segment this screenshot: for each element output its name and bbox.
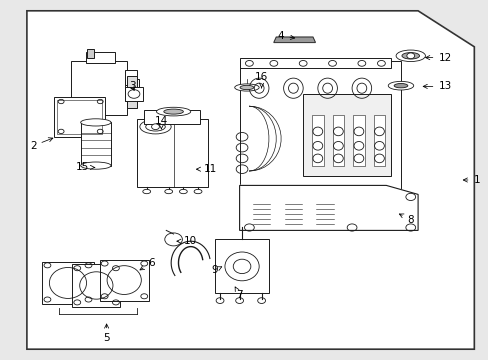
Text: 4: 4 bbox=[277, 31, 294, 41]
Text: 5: 5 bbox=[103, 324, 110, 343]
Ellipse shape bbox=[179, 189, 187, 194]
Polygon shape bbox=[239, 185, 417, 230]
Ellipse shape bbox=[240, 85, 253, 90]
Bar bbox=[54, 97, 105, 137]
Bar bbox=[41, 262, 94, 304]
Text: 16: 16 bbox=[254, 72, 268, 88]
Ellipse shape bbox=[164, 189, 172, 194]
Polygon shape bbox=[273, 37, 315, 42]
Ellipse shape bbox=[81, 119, 111, 126]
Bar bbox=[332, 115, 344, 166]
Text: 2: 2 bbox=[30, 138, 53, 151]
Text: 1: 1 bbox=[462, 175, 479, 185]
Ellipse shape bbox=[406, 53, 414, 59]
Ellipse shape bbox=[401, 53, 419, 59]
Ellipse shape bbox=[142, 189, 150, 194]
Bar bbox=[87, 49, 94, 58]
Ellipse shape bbox=[234, 84, 259, 91]
Text: 8: 8 bbox=[399, 214, 413, 225]
Bar bbox=[124, 70, 137, 85]
Text: 13: 13 bbox=[422, 81, 451, 91]
Ellipse shape bbox=[156, 107, 190, 116]
Bar bbox=[215, 239, 268, 293]
Bar bbox=[57, 100, 102, 134]
Bar bbox=[81, 122, 111, 166]
Bar bbox=[144, 110, 200, 124]
Polygon shape bbox=[273, 37, 315, 42]
Ellipse shape bbox=[387, 81, 413, 90]
Ellipse shape bbox=[140, 120, 171, 134]
Text: 12: 12 bbox=[425, 53, 451, 63]
Bar bbox=[72, 264, 120, 307]
Text: 11: 11 bbox=[196, 164, 217, 174]
Text: 6: 6 bbox=[140, 258, 155, 270]
Bar bbox=[137, 119, 207, 187]
Polygon shape bbox=[27, 11, 473, 349]
Text: 14: 14 bbox=[154, 116, 168, 129]
Ellipse shape bbox=[145, 122, 165, 131]
Text: 15: 15 bbox=[75, 162, 95, 172]
Bar bbox=[127, 76, 137, 108]
Bar bbox=[239, 61, 400, 198]
Ellipse shape bbox=[393, 84, 407, 88]
Bar bbox=[85, 52, 115, 63]
Bar bbox=[124, 87, 143, 101]
Text: 7: 7 bbox=[235, 287, 243, 300]
Bar bbox=[373, 115, 385, 166]
Ellipse shape bbox=[163, 109, 183, 114]
Text: 3: 3 bbox=[128, 81, 135, 91]
Text: 10: 10 bbox=[177, 236, 197, 246]
Bar bbox=[124, 79, 139, 101]
Bar bbox=[311, 115, 323, 166]
Ellipse shape bbox=[81, 162, 111, 169]
Bar bbox=[303, 94, 390, 176]
Bar bbox=[100, 260, 148, 301]
Ellipse shape bbox=[194, 189, 202, 194]
Ellipse shape bbox=[395, 50, 425, 62]
Text: 9: 9 bbox=[211, 265, 221, 275]
Ellipse shape bbox=[151, 124, 159, 130]
Bar bbox=[239, 58, 390, 68]
Bar bbox=[352, 115, 364, 166]
Bar bbox=[71, 61, 127, 115]
